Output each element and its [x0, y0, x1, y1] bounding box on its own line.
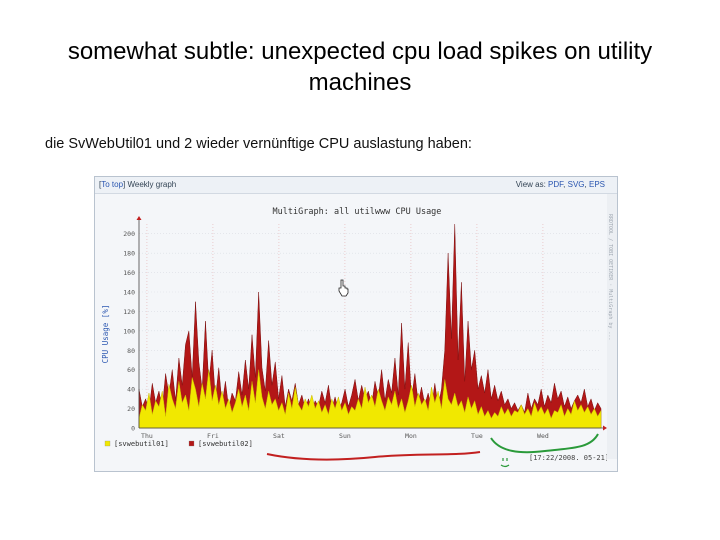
y-tick-label: 100 — [123, 327, 135, 335]
x-tick-label: Thu — [141, 432, 153, 440]
y-axis-arrow-icon — [136, 216, 142, 220]
side-credit-strip: RRDTOOL / TOBI OETIKER · MultiGraph by .… — [607, 194, 617, 459]
timestamp: [17:22/2008. 05-21] — [529, 454, 607, 462]
graph-panel: [To top] Weekly graph View as: PDF, SVG,… — [94, 176, 618, 472]
legend-label: [svwebutil01] — [114, 440, 169, 448]
y-axis-label: CPU Usage [%] — [101, 305, 110, 364]
legend-swatch — [104, 440, 111, 447]
graph-toolbar: [To top] Weekly graph View as: PDF, SVG,… — [95, 177, 617, 194]
cursor-hand-icon — [338, 279, 349, 297]
view-as-label: View as: — [515, 180, 549, 189]
x-tick-label: Wed — [537, 432, 549, 440]
y-tick-label: 0 — [131, 425, 135, 433]
axes — [136, 216, 607, 431]
x-tick-labels: Thu Fri Sat Sun Mon Tue Wed — [141, 432, 549, 440]
legend-swatch — [188, 440, 195, 447]
x-tick-label: Fri — [207, 432, 219, 440]
y-tick-label: 40 — [127, 386, 135, 394]
to-top-link[interactable]: To top — [101, 180, 124, 189]
x-tick-label: Sun — [339, 432, 351, 440]
nav-suffix: ] Weekly graph — [123, 180, 177, 189]
slide-title: somewhat subtle: unexpected cpu load spi… — [67, 38, 653, 96]
eps-link[interactable]: EPS — [588, 180, 605, 189]
x-axis-arrow-icon — [603, 425, 607, 431]
y-tick-label: 60 — [127, 366, 135, 374]
legend: [svwebutil01] [svwebutil02] — [104, 440, 253, 448]
x-tick-label: Tue — [471, 432, 483, 440]
green-annotation-stroke — [490, 433, 599, 454]
y-tick-label: 120 — [123, 308, 135, 316]
legend-label: [svwebutil02] — [198, 440, 253, 448]
x-tick-label: Sat — [273, 432, 285, 440]
y-tick-label: 80 — [127, 347, 135, 355]
green-smiley-icon — [500, 458, 510, 468]
y-tick-label: 200 — [123, 230, 135, 238]
chart-title: MultiGraph: all utilwww CPU Usage — [273, 207, 442, 217]
y-tick-labels: 0 20 40 60 80 100 120 140 160 180 200 — [123, 230, 135, 432]
svg-link[interactable]: SVG — [567, 180, 585, 189]
x-tick-label: Mon — [405, 432, 417, 440]
y-tick-label: 140 — [123, 289, 135, 297]
slide-caption: die SvWebUtil01 und 2 wieder vernünftige… — [45, 136, 472, 152]
side-credit-text: RRDTOOL / TOBI OETIKER · MultiGraph by .… — [607, 214, 613, 341]
y-tick-label: 20 — [127, 405, 135, 413]
y-tick-label: 180 — [123, 250, 135, 258]
red-annotation-stroke — [266, 451, 481, 461]
nav-breadcrumb: [To top] Weekly graph — [99, 177, 176, 193]
y-tick-label: 160 — [123, 269, 135, 277]
nav-prefix: [ — [99, 180, 102, 189]
export-links: View as: PDF, SVG, EPS — [515, 180, 605, 189]
series-area-1 — [138, 369, 602, 429]
series-areas — [138, 223, 602, 429]
cpu-usage-chart: MultiGraph: all utilwww CPU Usage CPU Us… — [95, 194, 607, 470]
pdf-link[interactable]: PDF — [548, 180, 564, 189]
